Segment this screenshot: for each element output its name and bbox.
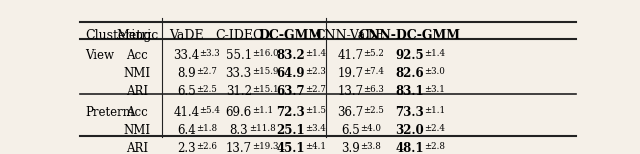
Text: VaDE: VaDE [170, 29, 204, 42]
Text: 72.3: 72.3 [276, 106, 305, 119]
Text: 48.1: 48.1 [396, 142, 424, 154]
Text: Acc: Acc [126, 49, 148, 62]
Text: ±4.1: ±4.1 [305, 142, 326, 151]
Text: ±11.8: ±11.8 [249, 124, 275, 133]
Text: ±3.3: ±3.3 [200, 49, 220, 58]
Text: ±1.8: ±1.8 [196, 124, 218, 133]
Text: Acc: Acc [126, 106, 148, 119]
Text: ±19.3: ±19.3 [252, 142, 278, 151]
Text: 33.3: 33.3 [225, 67, 252, 80]
Text: NMI: NMI [124, 124, 150, 137]
Text: 83.1: 83.1 [396, 85, 424, 98]
Text: Metric: Metric [116, 29, 158, 42]
Text: C-IDEC: C-IDEC [215, 29, 262, 42]
Text: ±15.1: ±15.1 [252, 85, 278, 94]
Text: ±3.8: ±3.8 [360, 142, 381, 151]
Text: Clustering: Clustering [85, 29, 152, 42]
Text: ±5.2: ±5.2 [364, 49, 384, 58]
Text: ±1.1: ±1.1 [252, 106, 273, 115]
Text: ±1.4: ±1.4 [305, 49, 326, 58]
Text: 33.4: 33.4 [173, 49, 200, 62]
Text: 6.4: 6.4 [177, 124, 196, 137]
Text: 69.6: 69.6 [225, 106, 252, 119]
Text: View: View [85, 49, 114, 62]
Text: 32.0: 32.0 [396, 124, 424, 137]
Text: ±16.0: ±16.0 [252, 49, 278, 58]
Text: ±2.5: ±2.5 [364, 106, 384, 115]
Text: ±6.3: ±6.3 [364, 85, 384, 94]
Text: ±3.0: ±3.0 [424, 67, 445, 76]
Text: 36.7: 36.7 [337, 106, 364, 119]
Text: 8.9: 8.9 [177, 67, 196, 80]
Text: 6.5: 6.5 [177, 85, 196, 98]
Text: ±7.4: ±7.4 [364, 67, 384, 76]
Text: ±2.4: ±2.4 [424, 124, 445, 133]
Text: ±1.5: ±1.5 [305, 106, 326, 115]
Text: NMI: NMI [124, 67, 150, 80]
Text: ARI: ARI [126, 85, 148, 98]
Text: ±3.4: ±3.4 [305, 124, 326, 133]
Text: ±2.6: ±2.6 [196, 142, 218, 151]
Text: ±1.4: ±1.4 [424, 49, 445, 58]
Text: CNN-DC-GMM: CNN-DC-GMM [359, 29, 461, 42]
Text: 8.3: 8.3 [229, 124, 248, 137]
Text: CNN-VaDE: CNN-VaDE [316, 29, 385, 42]
Text: 45.1: 45.1 [276, 142, 305, 154]
Text: 92.5: 92.5 [396, 49, 424, 62]
Text: Preterm: Preterm [85, 106, 134, 119]
Text: ±3.1: ±3.1 [424, 85, 445, 94]
Text: 41.4: 41.4 [173, 106, 200, 119]
Text: 83.2: 83.2 [276, 49, 305, 62]
Text: 6.5: 6.5 [341, 124, 360, 137]
Text: ±2.8: ±2.8 [424, 142, 445, 151]
Text: ARI: ARI [126, 142, 148, 154]
Text: ±2.7: ±2.7 [196, 67, 218, 76]
Text: ±15.9: ±15.9 [252, 67, 278, 76]
Text: 13.7: 13.7 [226, 142, 252, 154]
Text: ±2.3: ±2.3 [305, 67, 326, 76]
Text: 63.7: 63.7 [276, 85, 305, 98]
Text: 19.7: 19.7 [337, 67, 364, 80]
Text: 25.1: 25.1 [276, 124, 305, 137]
Text: DC-GMM: DC-GMM [259, 29, 323, 42]
Text: 55.1: 55.1 [226, 49, 252, 62]
Text: ±2.7: ±2.7 [305, 85, 326, 94]
Text: ±5.4: ±5.4 [200, 106, 220, 115]
Text: ±2.5: ±2.5 [196, 85, 218, 94]
Text: 3.9: 3.9 [341, 142, 360, 154]
Text: 73.3: 73.3 [396, 106, 424, 119]
Text: 31.2: 31.2 [226, 85, 252, 98]
Text: 2.3: 2.3 [177, 142, 196, 154]
Text: ±1.1: ±1.1 [424, 106, 445, 115]
Text: 82.6: 82.6 [396, 67, 424, 80]
Text: 64.9: 64.9 [276, 67, 305, 80]
Text: ±4.0: ±4.0 [360, 124, 381, 133]
Text: 41.7: 41.7 [337, 49, 364, 62]
Text: 13.7: 13.7 [337, 85, 364, 98]
